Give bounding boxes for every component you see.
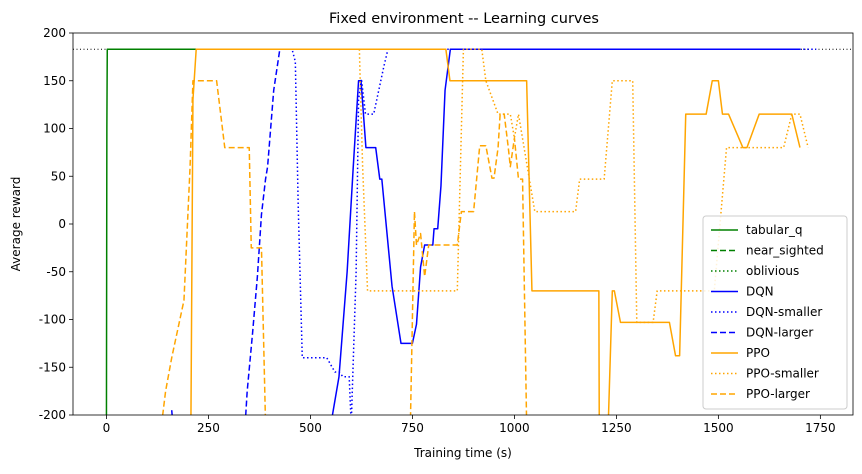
legend-label: DQN: [746, 285, 774, 299]
series-layer: [105, 48, 817, 415]
series-line-dqn-larger: [244, 49, 281, 415]
x-tick-label: 500: [299, 421, 322, 435]
y-tick-label: -100: [39, 313, 66, 327]
legend-label: near_sighted: [746, 244, 824, 258]
series-line-ppo: [190, 48, 801, 415]
x-tick-label: 1000: [499, 421, 530, 435]
legend-label: tabular_q: [746, 223, 803, 237]
chart-title: Fixed environment -- Learning curves: [329, 11, 599, 27]
y-tick-label: 0: [58, 217, 66, 231]
legend-label: DQN-larger: [746, 326, 813, 340]
x-tick-label: 1750: [805, 421, 836, 435]
x-tick-label: 0: [103, 421, 111, 435]
legend: tabular_q near_sighted oblivious DQN DQN-sma…: [702, 215, 848, 410]
x-tick-label: 250: [197, 421, 220, 435]
y-tick-label: -200: [39, 408, 66, 422]
y-axis: -200 -150 -100 -50 0 50 100 150 200: [39, 26, 73, 422]
legend-label: PPO-smaller: [746, 367, 819, 381]
y-tick-label: 50: [51, 169, 66, 183]
legend-label: PPO: [746, 346, 770, 360]
x-axis-label: Training time (s): [413, 446, 512, 460]
x-tick-label: 750: [401, 421, 424, 435]
y-tick-label: -50: [46, 265, 66, 279]
x-tick-label: 1250: [601, 421, 632, 435]
y-tick-label: -150: [39, 360, 66, 374]
y-tick-label: 100: [43, 122, 66, 136]
series-line-ppo-smaller: [358, 48, 809, 324]
legend-label: PPO-larger: [746, 387, 810, 401]
x-tick-label: 1500: [703, 421, 734, 435]
y-tick-label: 150: [43, 74, 66, 88]
y-axis-label: Average reward: [9, 177, 23, 272]
y-tick-label: 200: [43, 26, 66, 40]
x-axis: 0 250 500 750 1000 1250 1500 1750: [103, 415, 836, 435]
legend-box: [702, 215, 848, 410]
legend-label: oblivious: [746, 264, 799, 278]
legend-label: DQN-smaller: [746, 305, 822, 319]
series-line-ppo-larger: [161, 80, 528, 415]
series-line-dqn-smaller: [277, 48, 817, 415]
